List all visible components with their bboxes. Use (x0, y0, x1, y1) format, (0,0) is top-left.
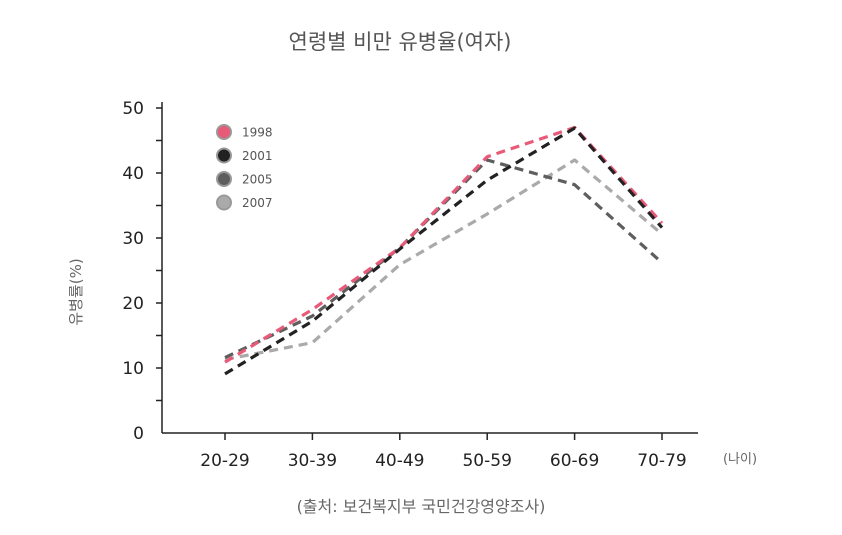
x-tick-label: 30-39 (288, 451, 337, 471)
x-tick-label: 50-59 (462, 451, 511, 471)
x-tick-label: 60-69 (550, 451, 599, 471)
legend-label-1998: 1998 (242, 126, 273, 140)
source-note: (출처: 보건복지부 국민건강영양조사) (297, 497, 546, 516)
series-line-2001 (224, 126, 664, 376)
chart-title: 연령별 비만 유병율(여자) (289, 30, 512, 54)
series-line-2007 (224, 158, 664, 362)
legend-marker-2001 (216, 147, 232, 164)
x-tick-label: 70-79 (637, 451, 686, 471)
y-tick-label: 20 (122, 294, 144, 314)
y-axis-title: 유병률(%) (67, 258, 85, 325)
y-ticks: 0 10 20 30 40 50 (122, 99, 162, 444)
x-ticks: 20-29 30-39 40-49 50-59 60-69 70-79 (200, 433, 687, 471)
legend-label-2007: 2007 (242, 196, 273, 210)
y-tick-label: 50 (122, 99, 144, 119)
legend-marker-2005 (216, 171, 232, 187)
legend: 1998 2001 2005 2007 (216, 124, 273, 211)
legend-label-2001: 2001 (242, 149, 273, 163)
legend-marker-1998 (216, 124, 232, 140)
y-tick-label: 30 (122, 229, 144, 249)
legend-label-2005: 2005 (242, 173, 273, 187)
series-line-2005 (224, 158, 664, 360)
y-tick-label: 0 (133, 424, 144, 444)
series-layer (224, 125, 664, 376)
x-tick-label: 40-49 (375, 451, 424, 471)
y-tick-label: 40 (122, 164, 144, 184)
y-tick-label: 10 (122, 359, 144, 379)
x-axis-unit-label: (나이) (723, 452, 757, 467)
series-line-1998 (224, 125, 664, 364)
legend-marker-2007 (216, 194, 232, 211)
x-tick-label: 20-29 (200, 451, 249, 471)
